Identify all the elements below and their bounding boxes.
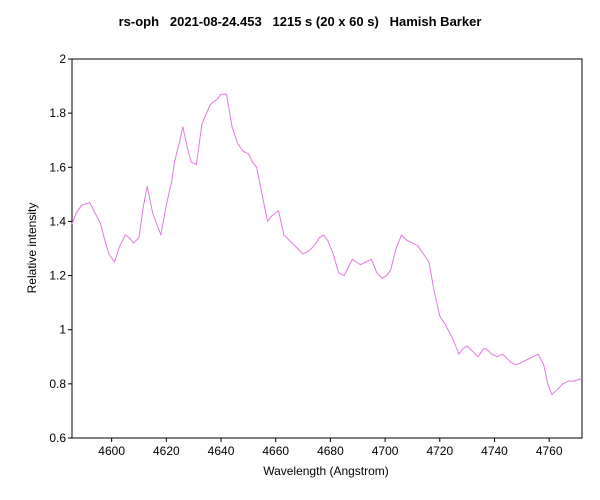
plot-area: [71, 58, 583, 439]
y-tick-label: 1.6: [49, 160, 66, 174]
y-tick-label: 1.4: [49, 214, 66, 228]
spectrum-line: [71, 93, 583, 396]
y-axis-label: Relative intensity: [25, 203, 39, 294]
x-axis-ticks: 4600 4620 4640 4660 4680 4700 4720 4740 4760: [98, 438, 563, 458]
y-tick-label: 1.8: [49, 106, 66, 120]
x-axis-label: Wavelength (Angstrom): [263, 464, 389, 478]
y-tick-label: 0.6: [49, 431, 66, 445]
y-axis-ticks: 0.6 0.8 1 1.2 1.4 1.6 1.8 2: [49, 52, 72, 445]
x-tick-label: 4680: [317, 444, 344, 458]
x-tick-label: 4720: [426, 444, 453, 458]
x-tick-label: 4760: [536, 444, 563, 458]
y-tick-label: 2: [59, 52, 66, 66]
x-tick-label: 4700: [372, 444, 399, 458]
x-tick-label: 4660: [262, 444, 289, 458]
x-tick-label: 4620: [153, 444, 180, 458]
y-tick-label: 0.8: [49, 377, 66, 391]
x-tick-label: 4640: [208, 444, 235, 458]
x-tick-label: 4740: [481, 444, 508, 458]
chart-title: rs-oph 2021-08-24.453 1215 s (20 x 60 s)…: [118, 14, 482, 29]
y-tick-label: 1.2: [49, 269, 66, 283]
x-tick-label: 4600: [98, 444, 125, 458]
y-tick-label: 1: [59, 323, 66, 337]
